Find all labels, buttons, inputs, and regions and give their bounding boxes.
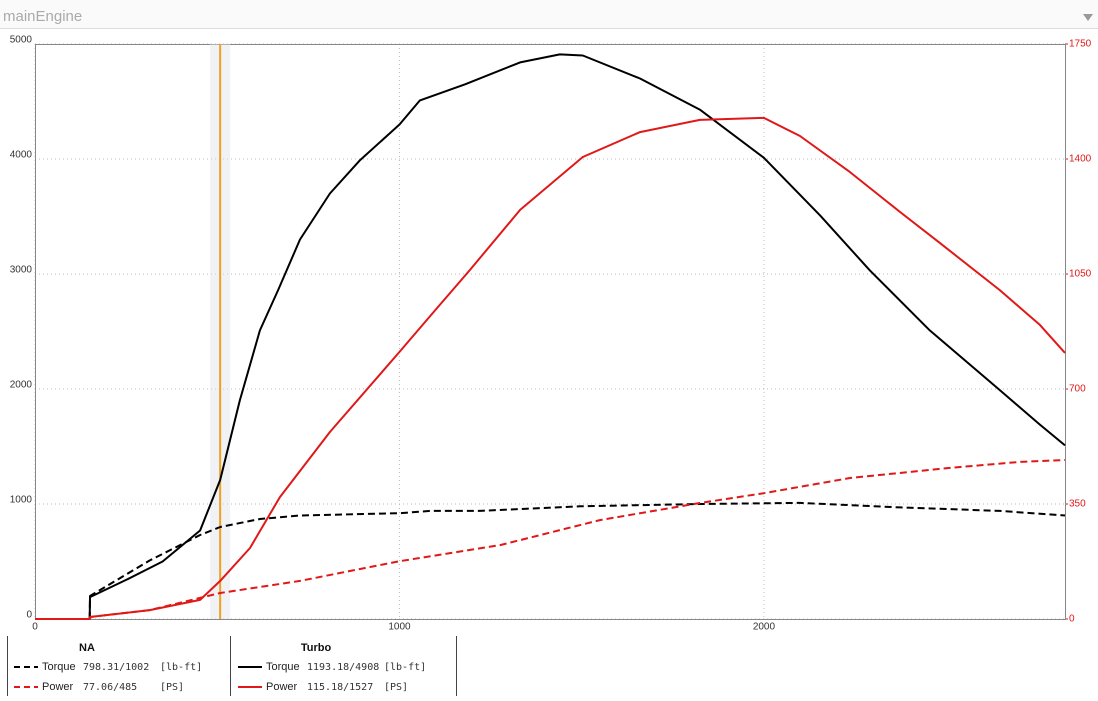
x-tick-label: 0 (32, 622, 38, 633)
y2-tick-label: 700 (1069, 384, 1086, 395)
legend-group: NA (79, 642, 95, 654)
series-line (35, 459, 1066, 620)
series-line (35, 501, 1066, 620)
legend-unit: [lb-ft] (160, 662, 202, 673)
y-tick-label: 3000 (10, 265, 33, 276)
y-tick-label: 4000 (10, 150, 33, 161)
legend-name: Torque (266, 661, 300, 673)
legend-readout: 77.06/485 (83, 682, 137, 693)
y-tick-label: 0 (26, 610, 32, 621)
legend-unit: [PS] (160, 682, 184, 693)
y-tick-label: 5000 (10, 35, 33, 46)
legend-unit: [lb-ft] (384, 662, 426, 673)
legend-group: Turbo (301, 642, 332, 654)
plot-frame (35, 44, 1066, 620)
y2-tick-label: 1050 (1069, 269, 1092, 280)
legend-readout: 1193.18/4908 (307, 662, 379, 673)
y-tick-label: 2000 (10, 380, 33, 391)
dropdown-arrow[interactable] (1083, 14, 1093, 21)
legend-name: Torque (42, 661, 76, 673)
legend-name: Power (42, 681, 74, 693)
x-tick-label: 1000 (388, 622, 411, 633)
y2-tick-label: 1750 (1069, 39, 1092, 50)
y2-tick-label: 0 (1069, 614, 1075, 625)
legend-readout: 115.18/1527 (307, 682, 373, 693)
series-line (35, 53, 1066, 620)
plot: 0 1000 2000 3000 4000 5000 0 350 700 1050 1400 1750… (10, 35, 1092, 633)
header-title: mainEngine (3, 8, 82, 25)
series-line (35, 116, 1066, 620)
y2-tick-label: 1400 (1069, 154, 1092, 165)
legend-name: Power (266, 681, 298, 693)
legend-unit: [PS] (384, 682, 408, 693)
y-tick-label: 1000 (10, 495, 33, 506)
header-bar (0, 0, 1098, 28)
legend-readout: 798.31/1002 (83, 662, 149, 673)
y2-tick-label: 350 (1069, 499, 1086, 510)
x-tick-label: 2000 (753, 622, 776, 633)
